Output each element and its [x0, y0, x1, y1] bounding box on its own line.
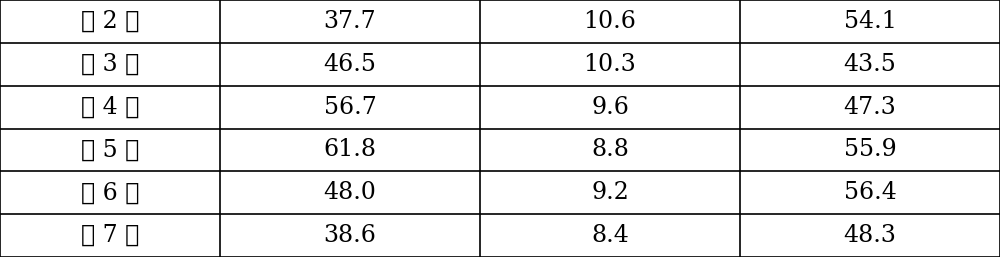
Text: 55.9: 55.9 — [844, 139, 896, 161]
Text: 第 4 次: 第 4 次 — [81, 96, 139, 118]
Text: 46.5: 46.5 — [324, 53, 376, 76]
Text: 第 2 次: 第 2 次 — [81, 10, 139, 33]
Text: 第 3 次: 第 3 次 — [81, 53, 139, 76]
Text: 8.4: 8.4 — [591, 224, 629, 247]
Text: 9.6: 9.6 — [591, 96, 629, 118]
Text: 第 6 次: 第 6 次 — [81, 181, 139, 204]
Text: 38.6: 38.6 — [324, 224, 376, 247]
Text: 43.5: 43.5 — [844, 53, 896, 76]
Text: 37.7: 37.7 — [324, 10, 376, 33]
Text: 48.0: 48.0 — [324, 181, 376, 204]
Text: 54.1: 54.1 — [844, 10, 896, 33]
Text: 第 5 次: 第 5 次 — [81, 139, 139, 161]
Text: 61.8: 61.8 — [324, 139, 376, 161]
Text: 8.8: 8.8 — [591, 139, 629, 161]
Text: 47.3: 47.3 — [844, 96, 896, 118]
Text: 56.4: 56.4 — [844, 181, 896, 204]
Text: 56.7: 56.7 — [324, 96, 376, 118]
Text: 9.2: 9.2 — [591, 181, 629, 204]
Text: 10.6: 10.6 — [584, 10, 636, 33]
Text: 第 7 次: 第 7 次 — [81, 224, 139, 247]
Text: 10.3: 10.3 — [584, 53, 636, 76]
Text: 48.3: 48.3 — [844, 224, 896, 247]
